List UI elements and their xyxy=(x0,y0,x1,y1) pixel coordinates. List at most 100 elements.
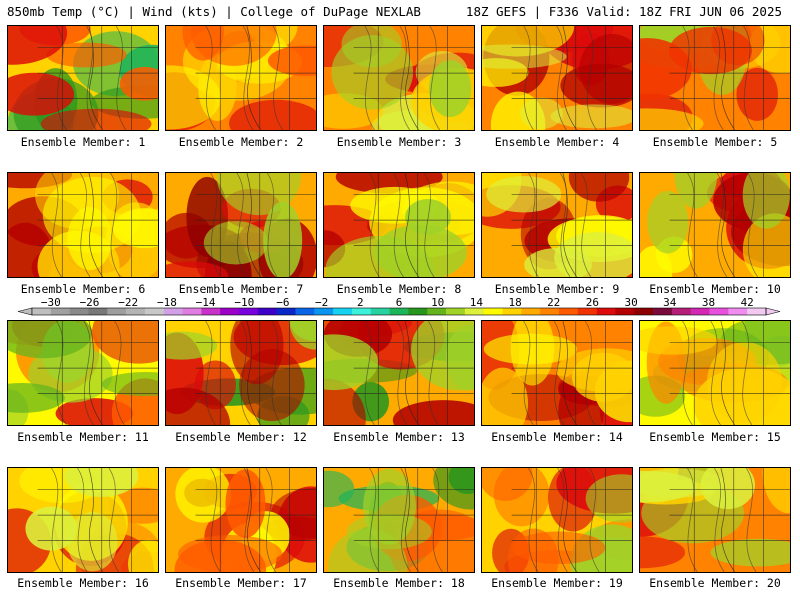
colorbar-swatch xyxy=(521,308,541,315)
ensemble-map-panel xyxy=(323,467,475,573)
temperature-region xyxy=(560,63,632,108)
temperature-region xyxy=(175,468,232,523)
colorbar-swatch xyxy=(709,308,729,315)
temperature-region xyxy=(482,468,533,501)
temperature-colorbar: −30 −26 −22 −18 −14 −10 −6 −2 2 6 10 14 18 22 26 30 34 38… xyxy=(17,296,781,316)
temperature-region xyxy=(25,506,77,551)
height-contours xyxy=(205,26,284,130)
temperature-region xyxy=(46,42,127,68)
temperature-region xyxy=(762,468,790,514)
colorbar-tick-label: 38 xyxy=(702,296,715,309)
colorbar-swatch xyxy=(163,308,183,315)
height-contours xyxy=(210,468,276,572)
colorbar-swatch xyxy=(540,308,560,315)
temperature-region xyxy=(128,539,158,572)
state-boundaries xyxy=(511,26,632,130)
state-boundaries xyxy=(37,321,158,425)
colorbar-tick-label: 30 xyxy=(624,296,637,309)
colorbar-tick-label: 22 xyxy=(547,296,560,309)
state-boundaries xyxy=(669,26,790,130)
header-title: 850mb Temp (°C) | Wind (kts) | College o… xyxy=(7,4,421,19)
ensemble-map-panel xyxy=(639,467,791,573)
temperature-region xyxy=(674,173,718,209)
colorbar-tick-label: 26 xyxy=(586,296,599,309)
height-contours xyxy=(369,468,443,572)
ensemble-member-label: Ensemble Member: 6 xyxy=(20,282,146,296)
colorbar-tick-label: −18 xyxy=(157,296,177,309)
temperature-region xyxy=(524,247,593,277)
temperature-region xyxy=(640,38,692,100)
ensemble-member-label: Ensemble Member: 17 xyxy=(175,576,307,590)
height-contours xyxy=(528,468,600,572)
colorbar-swatch xyxy=(32,308,52,315)
height-contours xyxy=(528,173,592,277)
temperature-region xyxy=(711,26,765,66)
colorbar-swatch xyxy=(88,308,108,315)
temperature-region xyxy=(640,246,673,277)
height-contours xyxy=(210,173,278,277)
temperature-region xyxy=(324,470,355,508)
colorbar-swatch xyxy=(653,308,673,315)
colorbar-swatch xyxy=(333,308,353,315)
state-boundaries xyxy=(669,173,790,277)
colorbar-swatch xyxy=(370,308,390,315)
temperature-region xyxy=(482,44,567,69)
colorbar-tick-label: 18 xyxy=(508,296,521,309)
height-contours xyxy=(687,173,758,277)
height-contours xyxy=(51,173,121,277)
ensemble-map-panel xyxy=(481,467,633,573)
height-contours xyxy=(687,468,757,572)
colorbar-swatch xyxy=(126,308,146,315)
temperature-region xyxy=(263,201,303,277)
state-boundaries xyxy=(195,321,316,425)
ensemble-map-panel xyxy=(7,172,159,278)
temperature-region xyxy=(433,468,474,510)
temperature-region xyxy=(550,104,632,129)
temperature-region xyxy=(178,535,283,572)
colorbar-tick-label: 6 xyxy=(396,296,403,309)
temperature-region xyxy=(428,60,472,118)
colorbar-swatch xyxy=(295,308,315,315)
temperature-region xyxy=(239,349,305,422)
temperature-region xyxy=(267,45,316,77)
colorbar-swatch xyxy=(671,308,692,315)
state-boundaries xyxy=(37,173,158,277)
temperature-region xyxy=(203,221,268,265)
colorbar-swatch xyxy=(408,308,428,315)
temperature-region xyxy=(742,173,790,229)
temperature-region xyxy=(507,528,559,572)
temperature-region xyxy=(328,528,408,572)
colorbar-swatch xyxy=(69,308,89,315)
ensemble-map-panel xyxy=(165,25,317,131)
colorbar-swatch xyxy=(615,308,635,315)
colorbar-swatch xyxy=(314,308,334,315)
state-boundaries xyxy=(353,321,474,425)
colorbar-tick-label: 34 xyxy=(663,296,677,309)
ensemble-member-label: Ensemble Member: 9 xyxy=(494,282,620,296)
temperature-region xyxy=(510,321,555,386)
colorbar-swatch xyxy=(351,308,372,315)
height-contours xyxy=(682,26,754,130)
colorbar-tick-label: −6 xyxy=(276,296,289,309)
height-contours xyxy=(56,321,125,425)
temperature-region xyxy=(736,67,779,121)
temperature-region xyxy=(166,65,222,130)
ensemble-member-label: Ensemble Member: 12 xyxy=(175,430,307,444)
temperature-region xyxy=(8,26,68,65)
ensemble-map-panel xyxy=(481,172,633,278)
colorbar-tick-label: 42 xyxy=(741,296,754,309)
colorbar-tick-label: 14 xyxy=(470,296,484,309)
temperature-region xyxy=(647,190,689,254)
temperature-region xyxy=(519,97,563,130)
ensemble-map-panel xyxy=(7,320,159,426)
colorbar-tick-label: −26 xyxy=(80,296,100,309)
state-boundaries xyxy=(353,26,474,130)
temperature-region xyxy=(341,26,402,68)
temperature-region xyxy=(324,334,379,391)
temperature-region xyxy=(101,372,158,397)
colorbar-swatch xyxy=(634,308,654,315)
ensemble-map-panel xyxy=(481,25,633,131)
colorbar-swatch xyxy=(276,308,296,315)
ensemble-map-panel xyxy=(323,25,475,131)
colorbar-swatch xyxy=(690,308,710,315)
